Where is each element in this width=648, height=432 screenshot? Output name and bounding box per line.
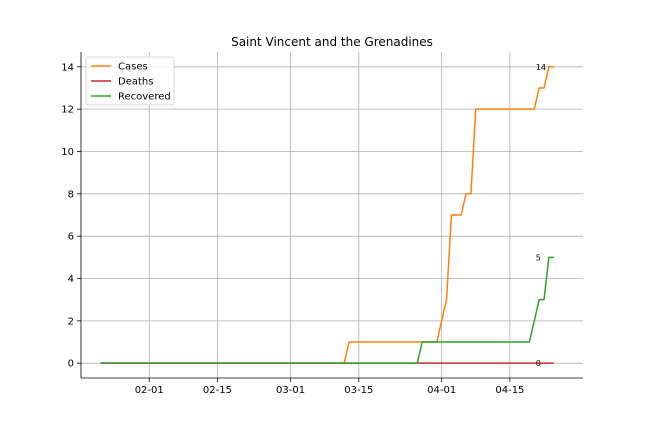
y-tick-label: 8: [68, 189, 74, 200]
legend: Cases Deaths Recovered: [85, 56, 175, 106]
series-lines: [100, 66, 554, 364]
end-labels: 14 0 5: [536, 63, 546, 368]
y-tick-label: 4: [68, 274, 74, 285]
y-tick-label: 14: [61, 62, 74, 73]
series-line-recovered: [100, 256, 554, 364]
chart-title: Saint Vincent and the Grenadines: [231, 35, 433, 49]
x-tick-label: 02-01: [135, 385, 164, 396]
x-tick-label: 04-01: [427, 385, 456, 396]
x-tick-label: 02-15: [203, 385, 232, 396]
x-tick-label: 03-15: [344, 385, 373, 396]
axes: [77, 52, 583, 382]
y-tick-label: 6: [68, 232, 74, 243]
end-label-recovered: 5: [536, 253, 541, 262]
legend-label-recovered: Recovered: [118, 92, 171, 103]
legend-label-deaths: Deaths: [118, 77, 153, 88]
legend-box: [85, 56, 175, 106]
y-tick-label: 0: [68, 359, 74, 370]
legend-label-cases: Cases: [118, 62, 148, 73]
x-tick-label: 04-15: [495, 385, 524, 396]
y-tick-label: 2: [68, 316, 74, 327]
end-label-cases: 14: [536, 63, 546, 72]
series-line-cases: [100, 66, 554, 364]
x-tick-label: 03-01: [276, 385, 305, 396]
tick-labels: 0 2 4 6 8 10 12 14 02-01 02-15 03-01 03-15 04-01 04-1…: [61, 62, 524, 396]
end-label-deaths: 0: [536, 359, 541, 368]
y-tick-label: 10: [61, 147, 74, 158]
y-tick-label: 12: [61, 105, 74, 116]
